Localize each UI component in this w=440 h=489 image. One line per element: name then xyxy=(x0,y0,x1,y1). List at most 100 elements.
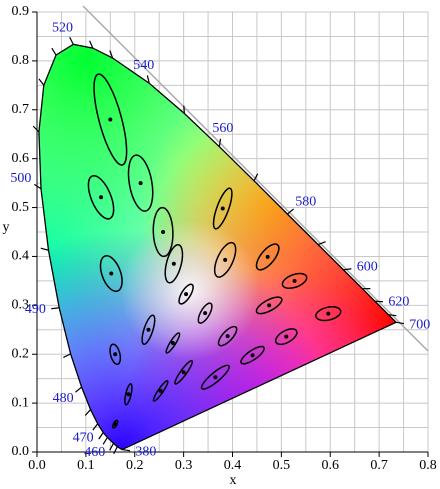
ellipse-center xyxy=(267,303,272,308)
wavelength-tick xyxy=(113,446,118,455)
wavelength-tick xyxy=(98,432,104,440)
ellipse-center xyxy=(213,375,218,380)
wavelength-label: 560 xyxy=(212,121,233,136)
wavelength-tick xyxy=(109,50,114,59)
ellipse-center xyxy=(108,117,113,122)
macadam-ellipse xyxy=(255,296,283,315)
macadam-ellipse xyxy=(212,187,233,230)
wavelength-label: 520 xyxy=(52,21,73,36)
macadam-ellipse xyxy=(141,314,156,346)
ellipse-center xyxy=(126,392,131,397)
wavelength-label: 490 xyxy=(25,302,46,317)
ellipse-center xyxy=(250,353,255,358)
ellipse-center xyxy=(99,195,104,200)
macadam-ellipse xyxy=(255,243,280,271)
wavelength-tick xyxy=(109,443,115,451)
wavelength-tick xyxy=(253,173,259,182)
x-tick-label: 0.4 xyxy=(224,458,242,473)
ellipse-center xyxy=(170,340,175,345)
wavelength-label: 600 xyxy=(357,260,378,275)
wavelength-tick xyxy=(51,307,60,310)
wavelength-label: 580 xyxy=(295,195,316,210)
ellipse-center xyxy=(220,206,225,211)
x-tick-label: 0.8 xyxy=(419,458,437,473)
x-axis-label: x xyxy=(230,473,237,488)
wavelength-tick xyxy=(89,40,94,49)
ellipse-center xyxy=(292,278,297,283)
macadam-ellipse xyxy=(127,154,154,212)
x-tick-label: 0.1 xyxy=(77,458,95,473)
y-tick-label: 0.5 xyxy=(12,200,30,215)
y-tick-label: 0.0 xyxy=(12,444,30,459)
y-tick-label: 0.6 xyxy=(12,151,30,166)
macadam-ellipse xyxy=(152,206,174,258)
macadam-ellipse xyxy=(87,174,115,220)
wavelength-tick xyxy=(388,314,397,317)
macadam-ellipse xyxy=(152,379,169,402)
wavelength-label: 620 xyxy=(388,295,409,310)
wavelength-tick xyxy=(92,423,99,431)
wavelength-label: 380 xyxy=(135,444,156,459)
wavelength-tick xyxy=(40,247,49,251)
y-tick-label: 0.8 xyxy=(12,53,30,68)
wavelength-tick xyxy=(183,105,186,114)
wavelength-tick xyxy=(343,268,352,271)
x-tick-label: 0.5 xyxy=(273,458,291,473)
ellipse-center xyxy=(223,257,228,262)
ellipse-center xyxy=(284,334,289,339)
wavelength-tick xyxy=(102,437,108,445)
wavelength-label: 480 xyxy=(53,391,74,406)
x-tick-label: 0.0 xyxy=(28,458,46,473)
wavelength-tick xyxy=(75,386,83,393)
wavelength-tick xyxy=(33,183,42,190)
macadam-ellipse xyxy=(165,332,181,354)
y-tick-label: 0.4 xyxy=(12,249,30,264)
x-tick-label: 0.2 xyxy=(126,458,144,473)
wavelength-label: 540 xyxy=(133,58,154,73)
macadam-ellipse xyxy=(197,302,213,324)
wavelength-tick xyxy=(395,321,405,325)
macadam-ellipse xyxy=(274,328,298,346)
macadam-ellipse xyxy=(315,306,342,322)
plot: 0.0 0.1 0.2 0.3 0.4 0.5 0.6 0.7 0.8 0.0 0.1 0.2 0.3 0… xyxy=(10,4,436,473)
macadam-ellipse xyxy=(240,345,265,365)
ellipse-center xyxy=(161,230,166,234)
wavelength-tick xyxy=(32,125,40,133)
y-tick-label: 0.2 xyxy=(12,346,30,361)
wavelength-label: 470 xyxy=(73,430,94,445)
y-tick-label: 0.9 xyxy=(12,4,30,19)
ellipse-center xyxy=(171,261,176,266)
ellipse-center xyxy=(265,254,270,259)
macadam-ellipse xyxy=(213,241,237,278)
macadam-ellipse xyxy=(174,359,194,385)
macadam-ellipse xyxy=(109,343,122,365)
ellipse-center xyxy=(181,370,186,375)
ellipse-center xyxy=(138,181,143,186)
wavelength-tick xyxy=(287,208,294,215)
ellipse-center xyxy=(326,311,331,316)
macadam-ellipse xyxy=(217,325,238,347)
wavelength-label: 500 xyxy=(10,171,31,186)
y-tick-label: 0.7 xyxy=(12,102,30,117)
x-tick-label: 0.7 xyxy=(370,458,388,473)
y-axis-label: y xyxy=(3,220,10,235)
spectral-locus xyxy=(38,43,398,451)
ellipse-center xyxy=(113,352,118,357)
ellipse-center xyxy=(203,311,208,316)
macadam-ellipse xyxy=(200,364,230,390)
y-tick-label: 0.1 xyxy=(12,395,30,410)
x-tick-label: 0.6 xyxy=(322,458,340,473)
ellipse-center xyxy=(225,334,230,339)
wavelength-tick xyxy=(122,448,131,452)
wavelength-tick xyxy=(146,75,150,84)
macadam-ellipse xyxy=(281,272,308,290)
wavelength-tick xyxy=(69,36,74,45)
macadam-ellipse xyxy=(178,283,194,305)
macadam-ellipse xyxy=(164,244,184,284)
wavelength-label: 460 xyxy=(84,445,105,460)
wavelength-tick xyxy=(51,47,57,56)
ellipse-center xyxy=(184,292,189,297)
ellipse-center xyxy=(158,388,163,393)
